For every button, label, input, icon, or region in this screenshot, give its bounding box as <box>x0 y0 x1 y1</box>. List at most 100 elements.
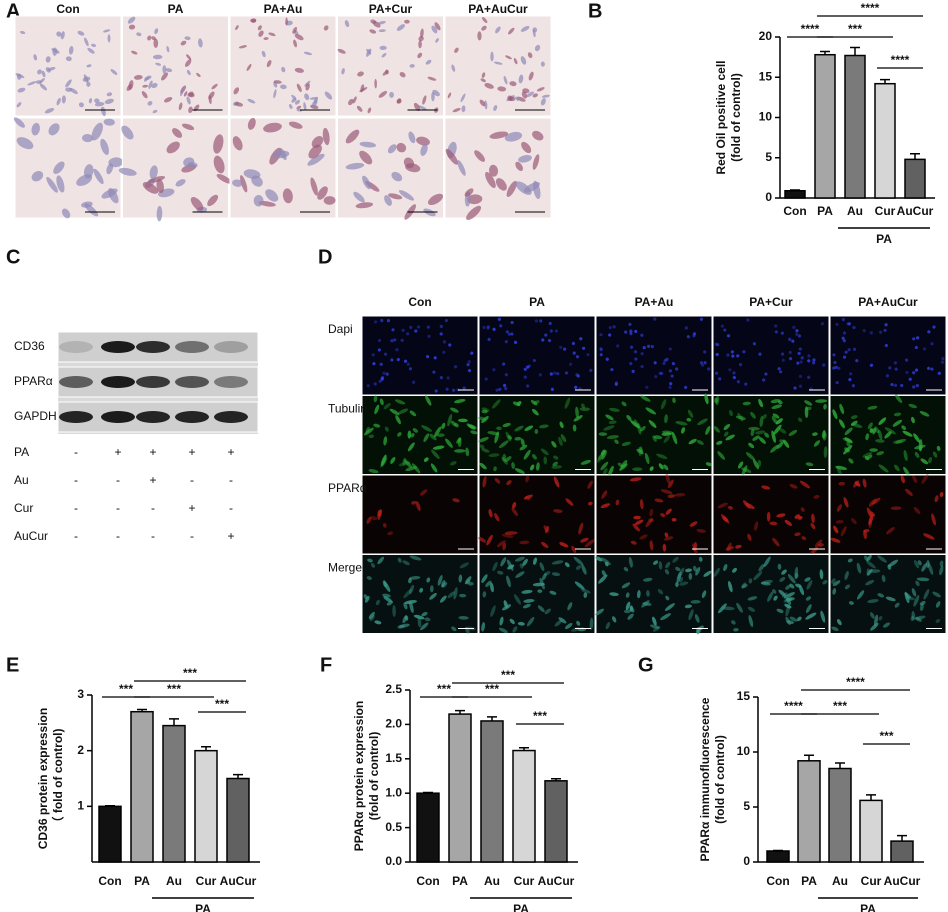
cell <box>520 25 530 32</box>
cell <box>308 144 322 159</box>
cell <box>481 448 490 453</box>
cell <box>366 576 372 580</box>
cell <box>883 328 887 333</box>
cell <box>601 490 608 499</box>
cell <box>371 353 375 357</box>
cell <box>699 317 704 321</box>
cell <box>645 517 654 528</box>
significance-label: **** <box>891 53 910 67</box>
cell <box>380 376 385 380</box>
cell <box>580 588 591 594</box>
cell <box>454 47 459 53</box>
treatment-mark: - <box>190 529 194 543</box>
cell <box>675 566 681 572</box>
cell <box>384 195 392 206</box>
cell <box>534 429 539 435</box>
cell <box>772 537 780 547</box>
cell <box>434 389 438 393</box>
cell <box>597 454 603 461</box>
cell <box>513 594 521 605</box>
cell <box>433 356 437 360</box>
cell <box>16 102 22 108</box>
cell <box>840 526 847 537</box>
cell <box>572 351 576 355</box>
cell <box>508 96 516 102</box>
cell <box>458 616 469 620</box>
cell <box>866 560 876 569</box>
cell <box>485 580 492 588</box>
cell <box>424 617 431 622</box>
cell <box>784 603 792 609</box>
cell <box>885 596 896 602</box>
cell <box>914 368 919 372</box>
micrograph <box>478 315 596 396</box>
cell <box>431 91 435 102</box>
cell <box>553 455 559 460</box>
significance-label: *** <box>879 729 893 743</box>
cell <box>919 600 926 606</box>
cell <box>863 555 868 561</box>
cell <box>526 384 530 388</box>
cell <box>852 325 856 330</box>
cell <box>382 523 387 528</box>
x-tick-label: Au <box>484 874 500 888</box>
cell <box>575 373 579 377</box>
cell <box>668 369 672 373</box>
band <box>101 411 135 423</box>
cell <box>187 161 198 168</box>
cell <box>492 368 496 372</box>
cell <box>900 383 904 388</box>
cell <box>633 515 641 520</box>
bar <box>162 724 186 863</box>
cell <box>502 453 507 462</box>
cell <box>670 374 674 378</box>
treatment-mark: - <box>116 529 120 543</box>
cell <box>437 574 443 586</box>
cell <box>144 75 152 81</box>
micrograph <box>229 117 337 219</box>
cell <box>362 175 371 190</box>
cell <box>467 194 483 205</box>
cell <box>323 196 336 205</box>
cell <box>386 319 391 323</box>
cell <box>467 360 471 364</box>
cell <box>904 488 913 496</box>
cell <box>571 545 577 553</box>
cell <box>82 76 91 82</box>
cell <box>368 611 375 620</box>
cell <box>551 560 564 565</box>
cell <box>493 466 497 472</box>
cell <box>633 350 638 354</box>
cell <box>937 371 941 375</box>
band <box>136 376 170 388</box>
cell <box>341 68 345 75</box>
cell <box>291 98 297 103</box>
micrograph <box>14 117 122 219</box>
cell <box>307 153 325 166</box>
cell <box>634 519 644 526</box>
cell <box>396 98 402 104</box>
cell <box>107 34 111 43</box>
cell <box>913 560 920 569</box>
y-axis-label: Red Oil positive cell <box>714 60 728 174</box>
cell <box>747 596 758 601</box>
cell <box>782 439 790 448</box>
cell <box>118 167 137 176</box>
treatment-mark: - <box>229 473 233 487</box>
cell <box>900 475 905 484</box>
panel-letter: G <box>638 654 654 676</box>
cell <box>142 84 149 88</box>
cell <box>526 616 535 627</box>
cell <box>432 89 440 97</box>
cell <box>660 613 671 621</box>
cell <box>216 174 232 184</box>
cell <box>785 584 791 590</box>
treatment-mark: + <box>149 445 156 459</box>
cell <box>431 25 438 34</box>
cell <box>410 432 415 438</box>
cell <box>491 399 501 409</box>
cell <box>850 415 858 420</box>
cell <box>431 449 440 459</box>
cell <box>187 92 195 98</box>
cell <box>664 532 669 538</box>
